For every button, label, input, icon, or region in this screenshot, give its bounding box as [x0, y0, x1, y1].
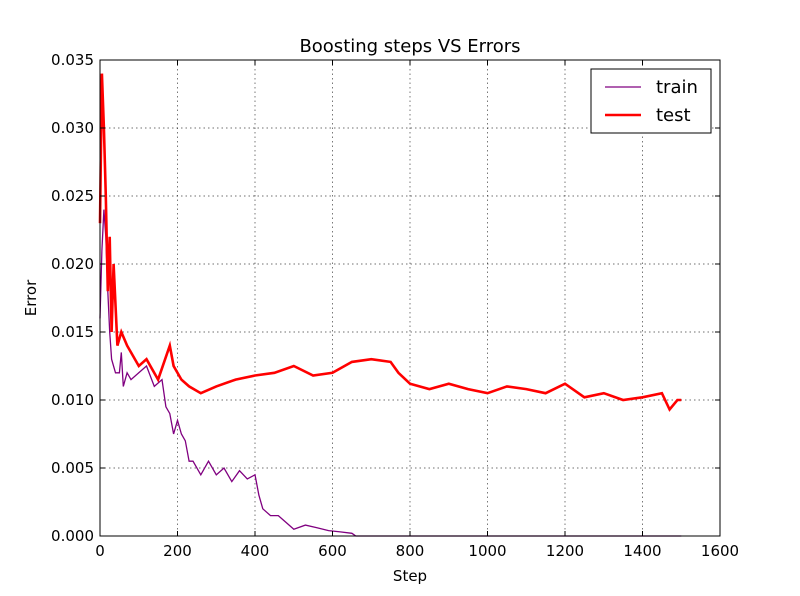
legend-label-train: train	[656, 77, 698, 98]
y-tick-label: 0.010	[51, 391, 94, 409]
x-tick-label: 1200	[546, 542, 584, 560]
y-tick-label: 0.035	[51, 51, 94, 69]
y-tick-label: 0.015	[51, 323, 94, 341]
x-tick-label: 400	[241, 542, 270, 560]
x-tick-label: 0	[95, 542, 105, 560]
y-tick-label: 0.030	[51, 119, 94, 137]
chart-title: Boosting steps VS Errors	[299, 36, 520, 57]
y-tick-label: 0.025	[51, 187, 94, 205]
x-axis-label: Step	[393, 567, 427, 585]
x-tick-label: 1400	[623, 542, 661, 560]
x-tick-label: 800	[396, 542, 425, 560]
series-group	[98, 73, 682, 537]
axis-ticks: 0 200 400 600 800 1000 1200 1400 1600 0.000 0.005 0…	[51, 51, 739, 560]
series-line-train	[99, 209, 682, 537]
series-line-test	[98, 73, 682, 412]
legend-label-test: test	[656, 105, 691, 126]
y-tick-label: 0.020	[51, 255, 94, 273]
y-axis-label: Error	[22, 279, 40, 316]
legend-box	[590, 68, 712, 134]
legend: train test	[590, 68, 712, 134]
x-tick-label: 1600	[701, 542, 739, 560]
y-tick-label: 0.005	[51, 459, 94, 477]
x-tick-label: 200	[163, 542, 192, 560]
x-tick-label: 1000	[468, 542, 506, 560]
x-tick-label: 600	[318, 542, 347, 560]
y-tick-label: 0.000	[51, 527, 94, 545]
